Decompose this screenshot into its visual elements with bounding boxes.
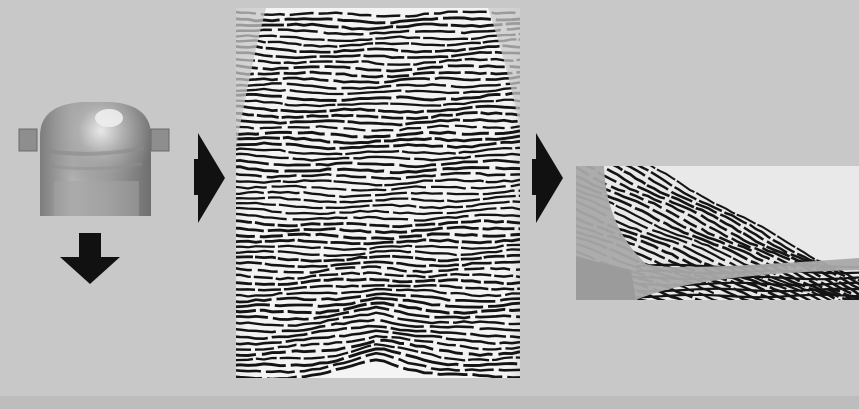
ridge-line (236, 129, 520, 139)
ridge-line (236, 124, 520, 132)
ridge-line (236, 134, 520, 145)
ridge-line (236, 265, 520, 274)
ridge-line (236, 111, 520, 121)
ridge-line (576, 174, 851, 300)
ridge-line (236, 351, 520, 374)
ridge-line (236, 287, 520, 298)
right-arrow-icon (194, 133, 225, 223)
ridge-line (236, 16, 520, 25)
ridge-line (635, 293, 859, 299)
ridge-line (236, 296, 520, 309)
ridge-line (236, 334, 520, 351)
ridge-line (576, 194, 822, 300)
ridge-line (236, 271, 520, 281)
ridge-line (236, 57, 520, 66)
bottom-strip (0, 396, 859, 409)
ridge-line (236, 183, 520, 192)
ridge-line (236, 118, 520, 127)
ridge-line (236, 237, 520, 246)
unrolled-fingerprint (236, 8, 520, 378)
ridge-line (236, 44, 520, 54)
ridge-line (236, 81, 520, 90)
ridge-line (236, 86, 520, 96)
ridge-line (236, 38, 520, 48)
ridge-line (236, 225, 520, 235)
ridge-line (236, 158, 520, 169)
ridge-line (236, 21, 520, 31)
ridge-line (236, 260, 520, 269)
ridge-line (236, 212, 520, 222)
ridge-line (236, 194, 520, 204)
down-arrow-icon (60, 233, 120, 284)
ridge-line (236, 292, 520, 304)
fingerprint-crop (576, 166, 859, 300)
right-arrow-icon (532, 133, 563, 223)
ridge-pattern (236, 10, 520, 378)
ridge-line (649, 166, 859, 282)
ridge-line (236, 75, 520, 85)
ridge-line (236, 171, 520, 181)
ridge-line (236, 219, 520, 229)
ridge-line (236, 248, 520, 257)
ridge-line (236, 26, 520, 36)
finger-3d-scan (18, 102, 170, 216)
ridge-line (236, 243, 520, 251)
ridge-line (236, 277, 520, 286)
ridge-line (576, 199, 812, 300)
ridge-line (236, 32, 520, 43)
ridge-line (236, 98, 520, 108)
ridge-line (236, 104, 520, 114)
ridge-line (236, 64, 520, 73)
ridge-line (236, 284, 520, 292)
ridge-line (236, 146, 520, 156)
ridge-line (236, 10, 520, 18)
ridge-line (236, 338, 520, 357)
ridge-line (236, 254, 520, 263)
ridge-line (236, 189, 520, 199)
ridge-line (236, 200, 520, 210)
ridge-line (236, 152, 520, 162)
ridge-line (236, 311, 520, 327)
ridge-line (236, 178, 520, 187)
ridge-line (600, 166, 859, 299)
ridge-line (236, 329, 520, 346)
ridge-line (236, 324, 520, 341)
ridge-line (236, 206, 520, 216)
ridge-line (635, 287, 859, 293)
ridge-line (236, 91, 520, 102)
ridge-line (236, 70, 520, 79)
ridge-line (236, 343, 520, 362)
ridge-line (236, 305, 520, 321)
ridge-line (236, 301, 520, 315)
ridge-line (236, 318, 520, 334)
ridge-line (236, 358, 520, 378)
ridge-line (236, 232, 520, 241)
ridge-line (236, 347, 520, 368)
ridge-line (236, 165, 520, 175)
ridge-line (236, 50, 520, 60)
ridge-line (236, 139, 520, 151)
